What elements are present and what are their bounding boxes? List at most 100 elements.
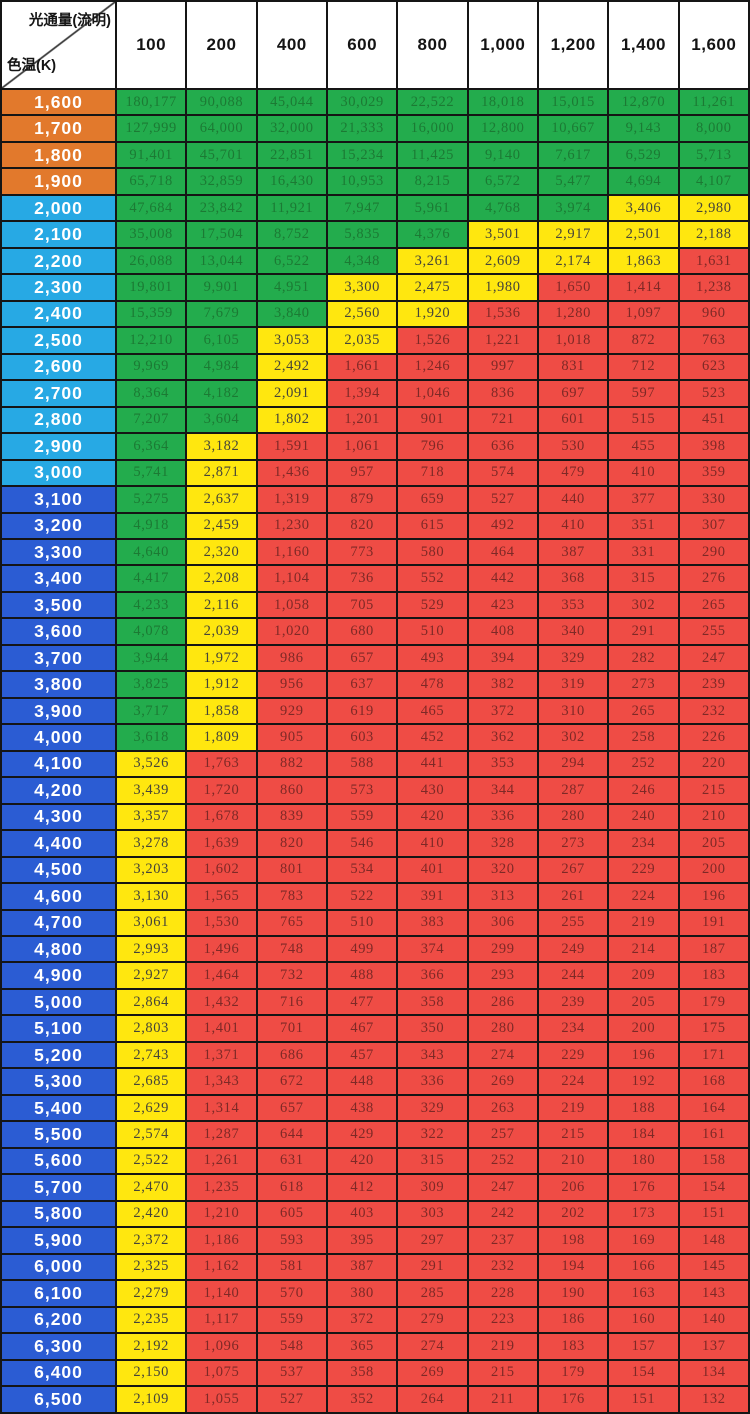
- flux-cell: 4,182: [185, 379, 258, 408]
- flux-cell: 960: [677, 299, 750, 329]
- flux-cell: 168: [677, 1067, 750, 1096]
- ct-row-2100: 2,100 35,008 17,504 8,752 5,835 4,376 3,501 2,9…: [0, 220, 750, 249]
- flux-cell: 573: [325, 776, 399, 805]
- flux-cell: 307: [677, 511, 750, 540]
- ct-row-3700: 3,700 3,944 1,972 986 657 493 394 329 282 247: [0, 643, 750, 673]
- flux-cell: 3,604: [185, 405, 258, 435]
- flux-cell: 1,972: [185, 643, 258, 673]
- flux-cell: 1,117: [185, 1305, 258, 1335]
- flux-cell: 5,741: [114, 458, 188, 488]
- flux-cell: 1,464: [185, 961, 258, 990]
- flux-cell: 22,851: [255, 140, 328, 170]
- flux-cell: 247: [677, 643, 750, 673]
- flux-cell: 90,088: [185, 87, 258, 117]
- flux-cell: 255: [536, 908, 610, 938]
- flux-cell: 214: [607, 934, 680, 964]
- ct-row-2800: 2,800 7,207 3,604 1,802 1,201 901 721 601 515 451: [0, 405, 750, 435]
- flux-cell: 6,105: [185, 326, 258, 355]
- flux-cell: 196: [677, 882, 750, 911]
- flux-cell: 2,927: [114, 961, 188, 990]
- flux-cell: 527: [255, 1384, 328, 1414]
- flux-cell: 440: [536, 485, 610, 514]
- ct-row-3300: 3,300 4,640 2,320 1,160 773 580 464 387 331 290: [0, 537, 750, 567]
- flux-cell: 5,961: [396, 193, 469, 223]
- flux-cell: 2,208: [185, 564, 258, 593]
- flux-cell: 224: [607, 882, 680, 911]
- flux-cell: 188: [607, 1093, 680, 1123]
- flux-cell: 261: [536, 882, 610, 911]
- flux-cell: 2,864: [114, 987, 188, 1017]
- flux-cell: 205: [607, 987, 680, 1017]
- flux-cell: 395: [325, 1226, 399, 1255]
- flux-cell: 210: [677, 802, 750, 832]
- flux-cell: 527: [466, 485, 539, 514]
- ct-row-1700: 1,700 127,999 64,000 32,000 21,333 16,000 12,8…: [0, 114, 750, 143]
- flux-cell: 219: [607, 908, 680, 938]
- flux-cell: 631: [255, 1146, 328, 1176]
- flux-cell: 9,901: [185, 273, 258, 302]
- flux-cell: 176: [536, 1384, 610, 1414]
- ct-row-5100: 5,100 2,803 1,401 701 467 350 280 234 200 175: [0, 1014, 750, 1043]
- flux-cell: 580: [396, 537, 469, 567]
- flux-cell: 1,432: [185, 987, 258, 1017]
- flux-cell: 1,020: [255, 617, 328, 646]
- ct-row-2500: 2,500 12,210 6,105 3,053 2,035 1,526 1,221 1,01…: [0, 326, 750, 355]
- ct-label: 4,000: [0, 723, 117, 752]
- flux-cell: 657: [325, 643, 399, 673]
- flux-cell: 9,140: [466, 140, 539, 170]
- flux-cell: 603: [325, 723, 399, 752]
- flux-cell: 11,425: [396, 140, 469, 170]
- flux-cell: 1,530: [185, 908, 258, 938]
- flux-cell: 479: [536, 458, 610, 488]
- flux-cell: 601: [536, 405, 610, 435]
- flux-cell: 412: [325, 1173, 399, 1202]
- ct-row-3800: 3,800 3,825 1,912 956 637 478 382 319 273 239: [0, 670, 750, 699]
- ct-label: 4,600: [0, 882, 117, 911]
- ct-row-5400: 5,400 2,629 1,314 657 438 329 263 219 188 164: [0, 1093, 750, 1123]
- flux-cell: 2,320: [185, 537, 258, 567]
- ct-row-6000: 6,000 2,325 1,162 581 387 291 232 194 166 145: [0, 1252, 750, 1282]
- flux-cell: 1,526: [396, 326, 469, 355]
- flux-cell: 269: [396, 1358, 469, 1387]
- ct-row-3500: 3,500 4,233 2,116 1,058 705 529 423 353 302 265: [0, 590, 750, 620]
- flux-cell: 2,560: [325, 299, 399, 329]
- flux-cell: 529: [396, 590, 469, 620]
- flux-cell: 140: [677, 1305, 750, 1335]
- flux-cell: 273: [607, 670, 680, 699]
- flux-cell: 1,661: [325, 352, 399, 382]
- flux-cell: 187: [677, 934, 750, 964]
- flux-cell: 280: [466, 1014, 539, 1043]
- ct-row-4700: 4,700 3,061 1,530 765 510 383 306 255 219 191: [0, 908, 750, 938]
- flux-cell: 310: [536, 696, 610, 726]
- flux-cell: 3,717: [114, 696, 188, 726]
- flux-cell: 1,246: [396, 352, 469, 382]
- flux-cell: 3,061: [114, 908, 188, 938]
- flux-axis-label: 光通量(流明): [28, 13, 111, 29]
- flux-cell: 11,261: [677, 87, 750, 117]
- flux-cell: 16,000: [396, 114, 469, 143]
- ct-row-4800: 4,800 2,993 1,496 748 499 374 299 249 214 187: [0, 934, 750, 964]
- flux-cell: 200: [607, 1014, 680, 1043]
- flux-cell: 234: [536, 1014, 610, 1043]
- flux-cell: 215: [536, 1120, 610, 1149]
- ct-label: 5,500: [0, 1120, 117, 1149]
- flux-cell: 3,825: [114, 670, 188, 699]
- ct-label: 5,400: [0, 1093, 117, 1123]
- flux-cell: 7,679: [185, 299, 258, 329]
- flux-cell: 237: [466, 1226, 539, 1255]
- flux-cell: 2,475: [396, 273, 469, 302]
- flux-column-header: 400: [255, 0, 328, 90]
- flux-cell: 2,492: [255, 352, 328, 382]
- flux-cell: 257: [466, 1120, 539, 1149]
- ct-label: 6,200: [0, 1305, 117, 1335]
- flux-cell: 636: [466, 432, 539, 461]
- flux-cell: 718: [396, 458, 469, 488]
- flux-cell: 3,439: [114, 776, 188, 805]
- ct-label: 5,900: [0, 1226, 117, 1255]
- flux-cell: 11,921: [255, 193, 328, 223]
- flux-cell: 6,572: [466, 167, 539, 196]
- ct-label: 5,700: [0, 1173, 117, 1202]
- flux-cell: 1,238: [677, 273, 750, 302]
- ct-label: 3,700: [0, 643, 117, 673]
- flux-cell: 2,803: [114, 1014, 188, 1043]
